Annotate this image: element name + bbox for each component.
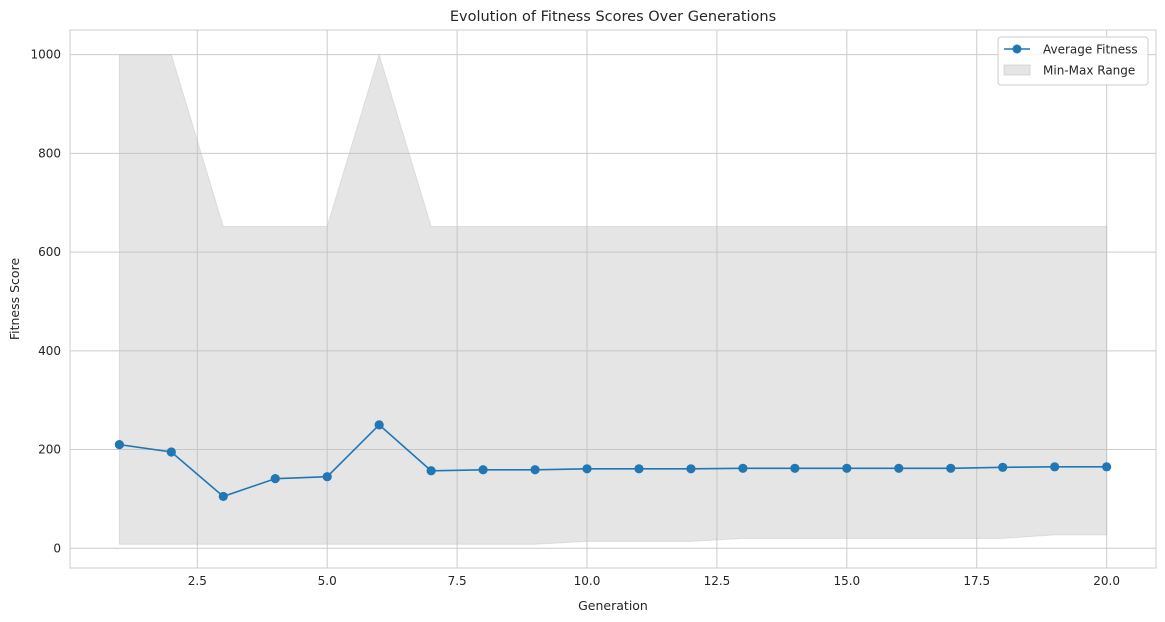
data-point bbox=[634, 464, 644, 474]
data-point bbox=[582, 464, 592, 474]
x-tick-label: 2.5 bbox=[188, 574, 207, 588]
data-point bbox=[166, 447, 176, 457]
min-max-range-area bbox=[118, 52, 1108, 545]
data-point bbox=[790, 463, 800, 473]
data-point bbox=[426, 466, 436, 476]
average-line bbox=[119, 423, 1107, 498]
data-point bbox=[478, 465, 488, 475]
y-tick-label: 400 bbox=[38, 344, 61, 358]
data-point bbox=[1050, 462, 1060, 472]
chart-title: Evolution of Fitness Scores Over Generat… bbox=[450, 9, 776, 25]
x-tick-label: 12.5 bbox=[704, 574, 731, 588]
data-point bbox=[114, 440, 124, 450]
legend-average-marker bbox=[1012, 44, 1022, 54]
legend-range-patch bbox=[1003, 64, 1031, 76]
data-point bbox=[686, 464, 696, 474]
plot-area bbox=[69, 29, 1157, 569]
x-axis-label: Generation bbox=[578, 598, 648, 613]
data-point bbox=[530, 465, 540, 475]
legend: Average Fitness Min-Max Range bbox=[997, 36, 1149, 86]
y-tick-labels: 0 200 400 600 800 1000 bbox=[30, 48, 61, 556]
x-tick-label: 15.0 bbox=[833, 574, 860, 588]
plot-background bbox=[70, 30, 1156, 568]
y-tick-label: 1000 bbox=[30, 48, 61, 62]
average-markers bbox=[114, 420, 1112, 502]
data-point bbox=[998, 462, 1008, 472]
x-tick-label: 17.5 bbox=[963, 574, 990, 588]
data-point bbox=[842, 463, 852, 473]
x-tick-label: 7.5 bbox=[448, 574, 467, 588]
x-tick-label: 10.0 bbox=[574, 574, 601, 588]
x-tick-label: 5.0 bbox=[318, 574, 337, 588]
average-fitness-line bbox=[119, 423, 1107, 498]
min-max-band bbox=[118, 52, 1108, 545]
data-point bbox=[270, 474, 280, 484]
legend-box bbox=[997, 36, 1149, 86]
legend-label-average: Average Fitness bbox=[1043, 43, 1138, 57]
legend-label-range: Min-Max Range bbox=[1043, 64, 1135, 78]
plot-frame bbox=[69, 29, 1157, 569]
data-point bbox=[946, 463, 956, 473]
grid-lines bbox=[70, 30, 1156, 568]
y-tick-label: 0 bbox=[53, 541, 61, 555]
data-point bbox=[738, 463, 748, 473]
x-tick-label: 20.0 bbox=[1093, 574, 1120, 588]
data-point bbox=[894, 463, 904, 473]
data-point bbox=[1102, 462, 1112, 472]
x-tick-labels: 2.5 5.0 7.5 10.0 12.5 15.0 17.5 20.0 bbox=[188, 574, 1120, 588]
y-tick-label: 600 bbox=[38, 245, 61, 259]
data-point bbox=[322, 472, 332, 482]
y-axis-label: Fitness Score bbox=[7, 258, 22, 341]
data-point bbox=[374, 420, 384, 430]
data-point bbox=[218, 491, 228, 502]
y-tick-label: 200 bbox=[38, 443, 61, 457]
y-tick-label: 800 bbox=[38, 146, 61, 160]
